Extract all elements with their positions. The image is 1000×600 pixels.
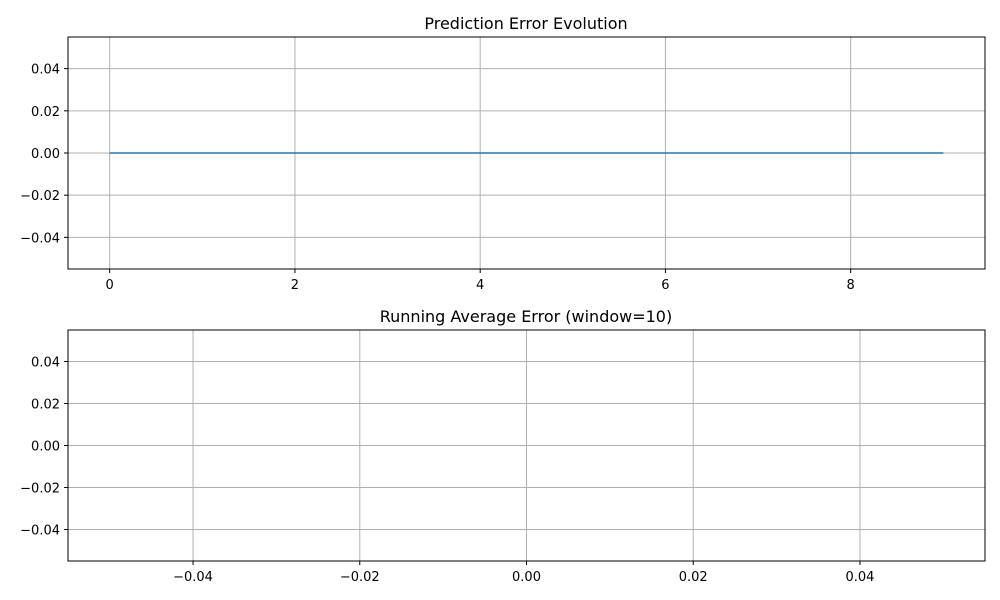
x-tick-label: 4 [476,278,484,293]
chart-title: Prediction Error Evolution [424,14,627,33]
chart-title: Running Average Error (window=10) [380,307,672,326]
y-tick-label: −0.02 [20,482,60,497]
x-tick-label: −0.04 [173,570,213,585]
y-tick-label: −0.04 [20,231,60,246]
grid [68,330,985,561]
y-tick-label: 0.02 [31,398,60,413]
y-tick-label: −0.02 [20,189,60,204]
y-tick-label: 0.04 [31,63,60,78]
ticks: 0 2 4 6 8 −0.04 −0.02 0.00 0.02 0.04 [20,63,855,293]
y-tick-label: −0.04 [20,524,60,539]
x-tick-label: 6 [661,278,669,293]
x-tick-label: 2 [291,278,299,293]
prediction-error-chart: Prediction Error Evolution 0 2 4 6 8 −0.04 −0.… [20,14,986,293]
x-tick-label: 8 [847,278,855,293]
y-tick-label: 0.00 [31,147,60,162]
x-tick-label: 0.00 [512,570,541,585]
x-tick-label: 0 [106,278,114,293]
y-tick-label: 0.02 [31,105,60,120]
y-tick-label: 0.04 [31,356,60,371]
ticks: −0.04 −0.02 0.00 0.02 0.04 −0.04 −0.02 0.00 0.02… [20,356,874,586]
x-tick-label: 0.02 [679,570,708,585]
running-average-chart: Running Average Error (window=10) −0.04−… [20,307,986,586]
y-tick-label: 0.00 [31,440,60,455]
x-tick-label: −0.02 [340,570,380,585]
x-tick-label: 0.04 [845,570,874,585]
